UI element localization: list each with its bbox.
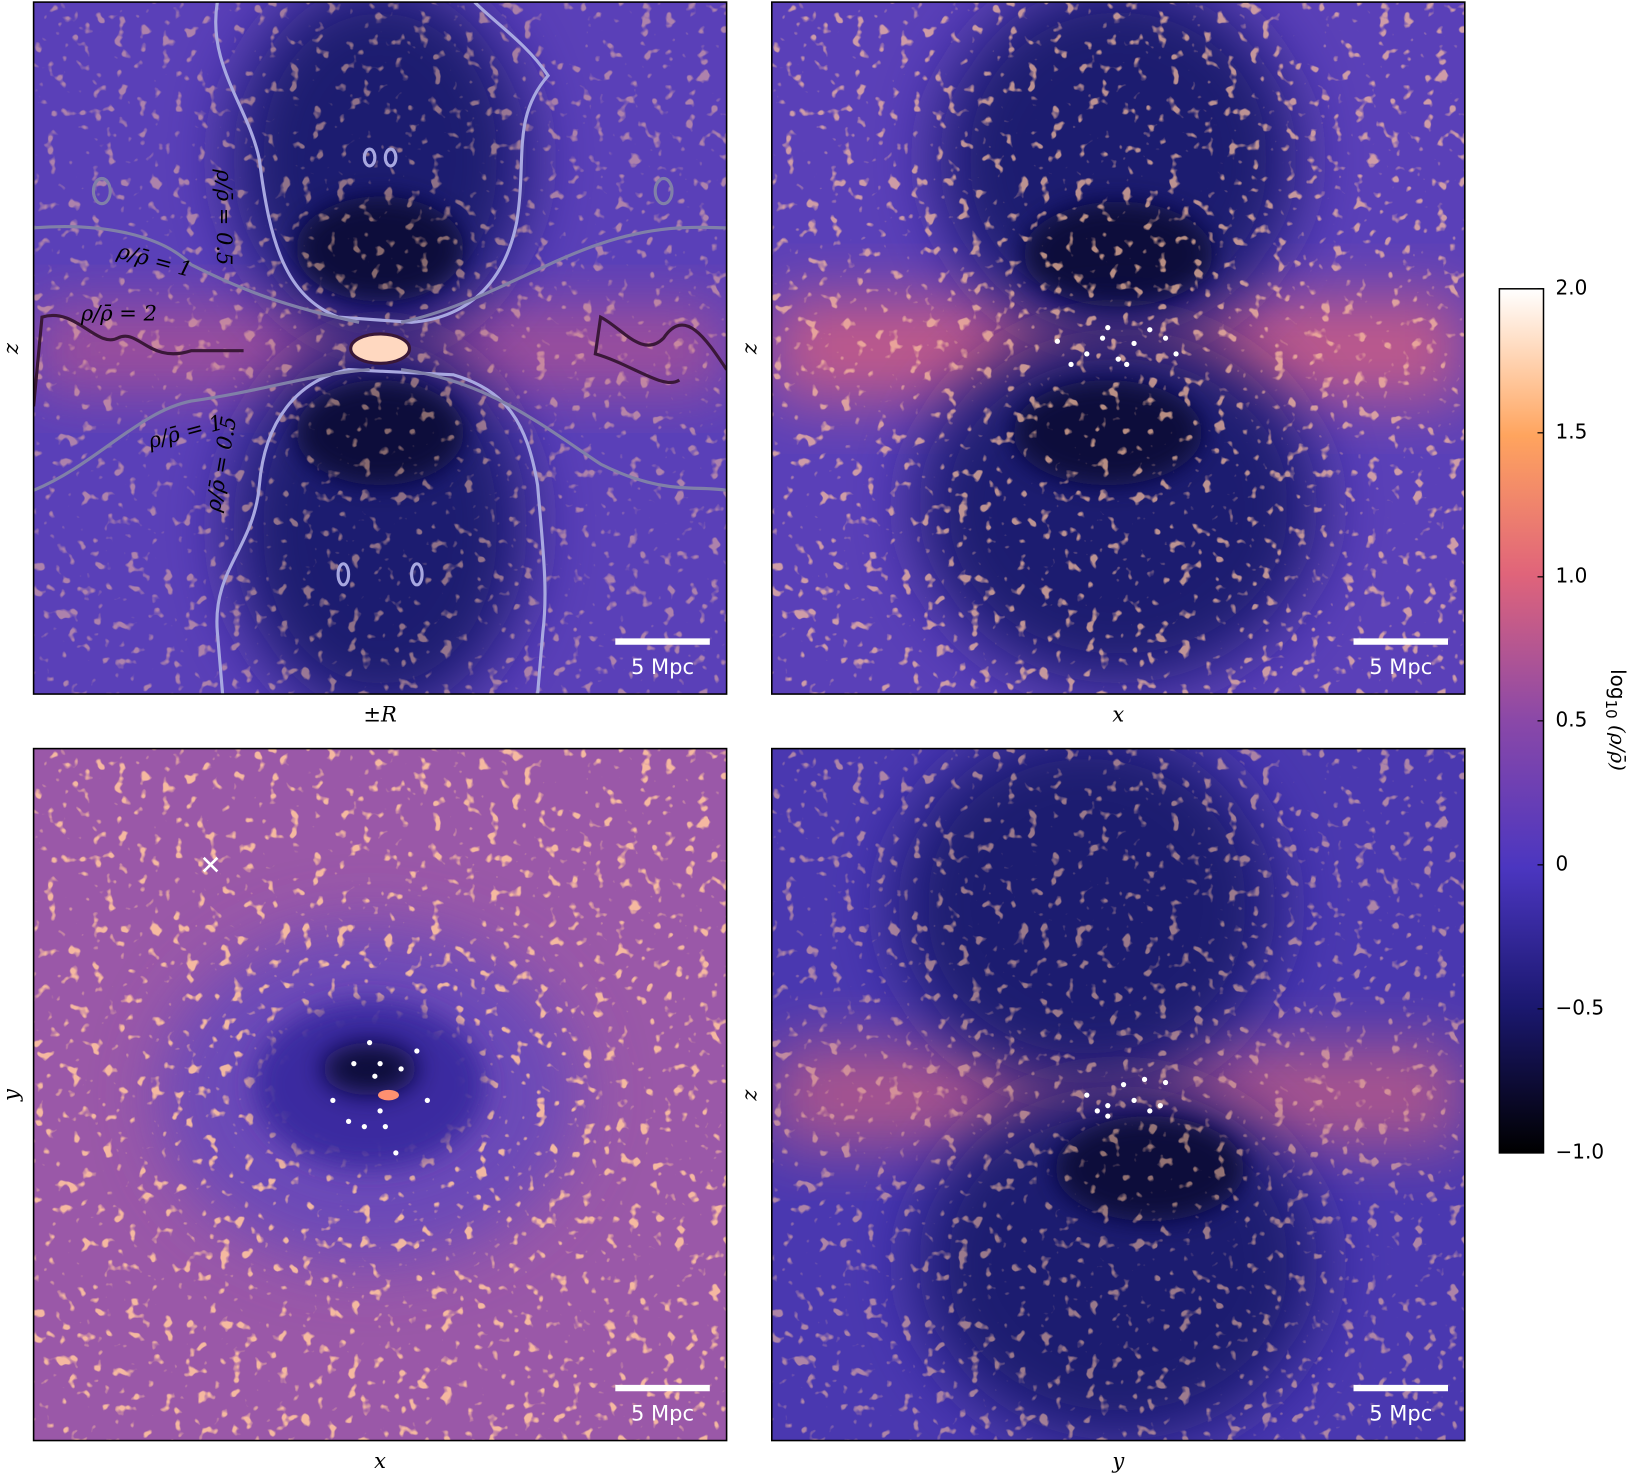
colorbar-tick-label: 0 — [1556, 851, 1569, 875]
colorbar-label-part: 10 — [1603, 700, 1621, 719]
colorbar-label-part: log — [1607, 669, 1631, 700]
panel: 5 Mpc x z — [737, 1, 1466, 727]
y-axis-label: y — [0, 1088, 23, 1102]
y-axis-label: z — [0, 342, 23, 355]
panel: 5 Mpc x y — [0, 747, 728, 1473]
x-axis-label: x — [1112, 703, 1124, 727]
colorbar-tick-label: 0.5 — [1556, 707, 1588, 731]
panel-frame — [771, 1, 1466, 695]
x-axis-label: ±R — [363, 703, 397, 727]
colorbar — [1498, 288, 1545, 1154]
colorbar-label: log10 (ρ/ρ̄) — [1603, 669, 1631, 771]
panel: ρ/ρ̄ = 0.5 ρ/ρ̄ = 1 ρ/ρ̄ = 2 ρ/ρ̄ = 1 ρ/… — [0, 1, 728, 727]
colorbar-tick-label: −0.5 — [1556, 995, 1605, 1019]
x-axis-label: x — [374, 1449, 386, 1473]
scale-bar-label: 5 Mpc — [631, 1401, 694, 1425]
scale-bar-label: 5 Mpc — [1369, 655, 1432, 679]
colorbar-tick-label: −1.0 — [1556, 1139, 1605, 1163]
colorbar-label-part: (ρ/ρ̄) — [1607, 719, 1631, 771]
y-axis-label: z — [737, 1089, 761, 1102]
scale-bar-label: 5 Mpc — [1369, 1401, 1432, 1425]
panel-frame — [32, 747, 728, 1442]
contour-label: ρ/ρ̄ = 0.5 — [212, 168, 236, 265]
x-axis-label: y — [1111, 1449, 1125, 1473]
colorbar-tick-label: 1.0 — [1556, 563, 1588, 587]
panel-frame — [32, 1, 728, 695]
colorbar-tick-label: 2.0 — [1556, 275, 1588, 299]
y-axis-label: z — [737, 342, 761, 355]
scale-bar-label: 5 Mpc — [631, 655, 694, 679]
contour-label: ρ/ρ̄ = 2 — [80, 301, 157, 325]
colorbar-tick-label: 1.5 — [1556, 419, 1588, 443]
panel-frame — [771, 747, 1466, 1442]
panel: 5 Mpc y z — [737, 747, 1466, 1473]
